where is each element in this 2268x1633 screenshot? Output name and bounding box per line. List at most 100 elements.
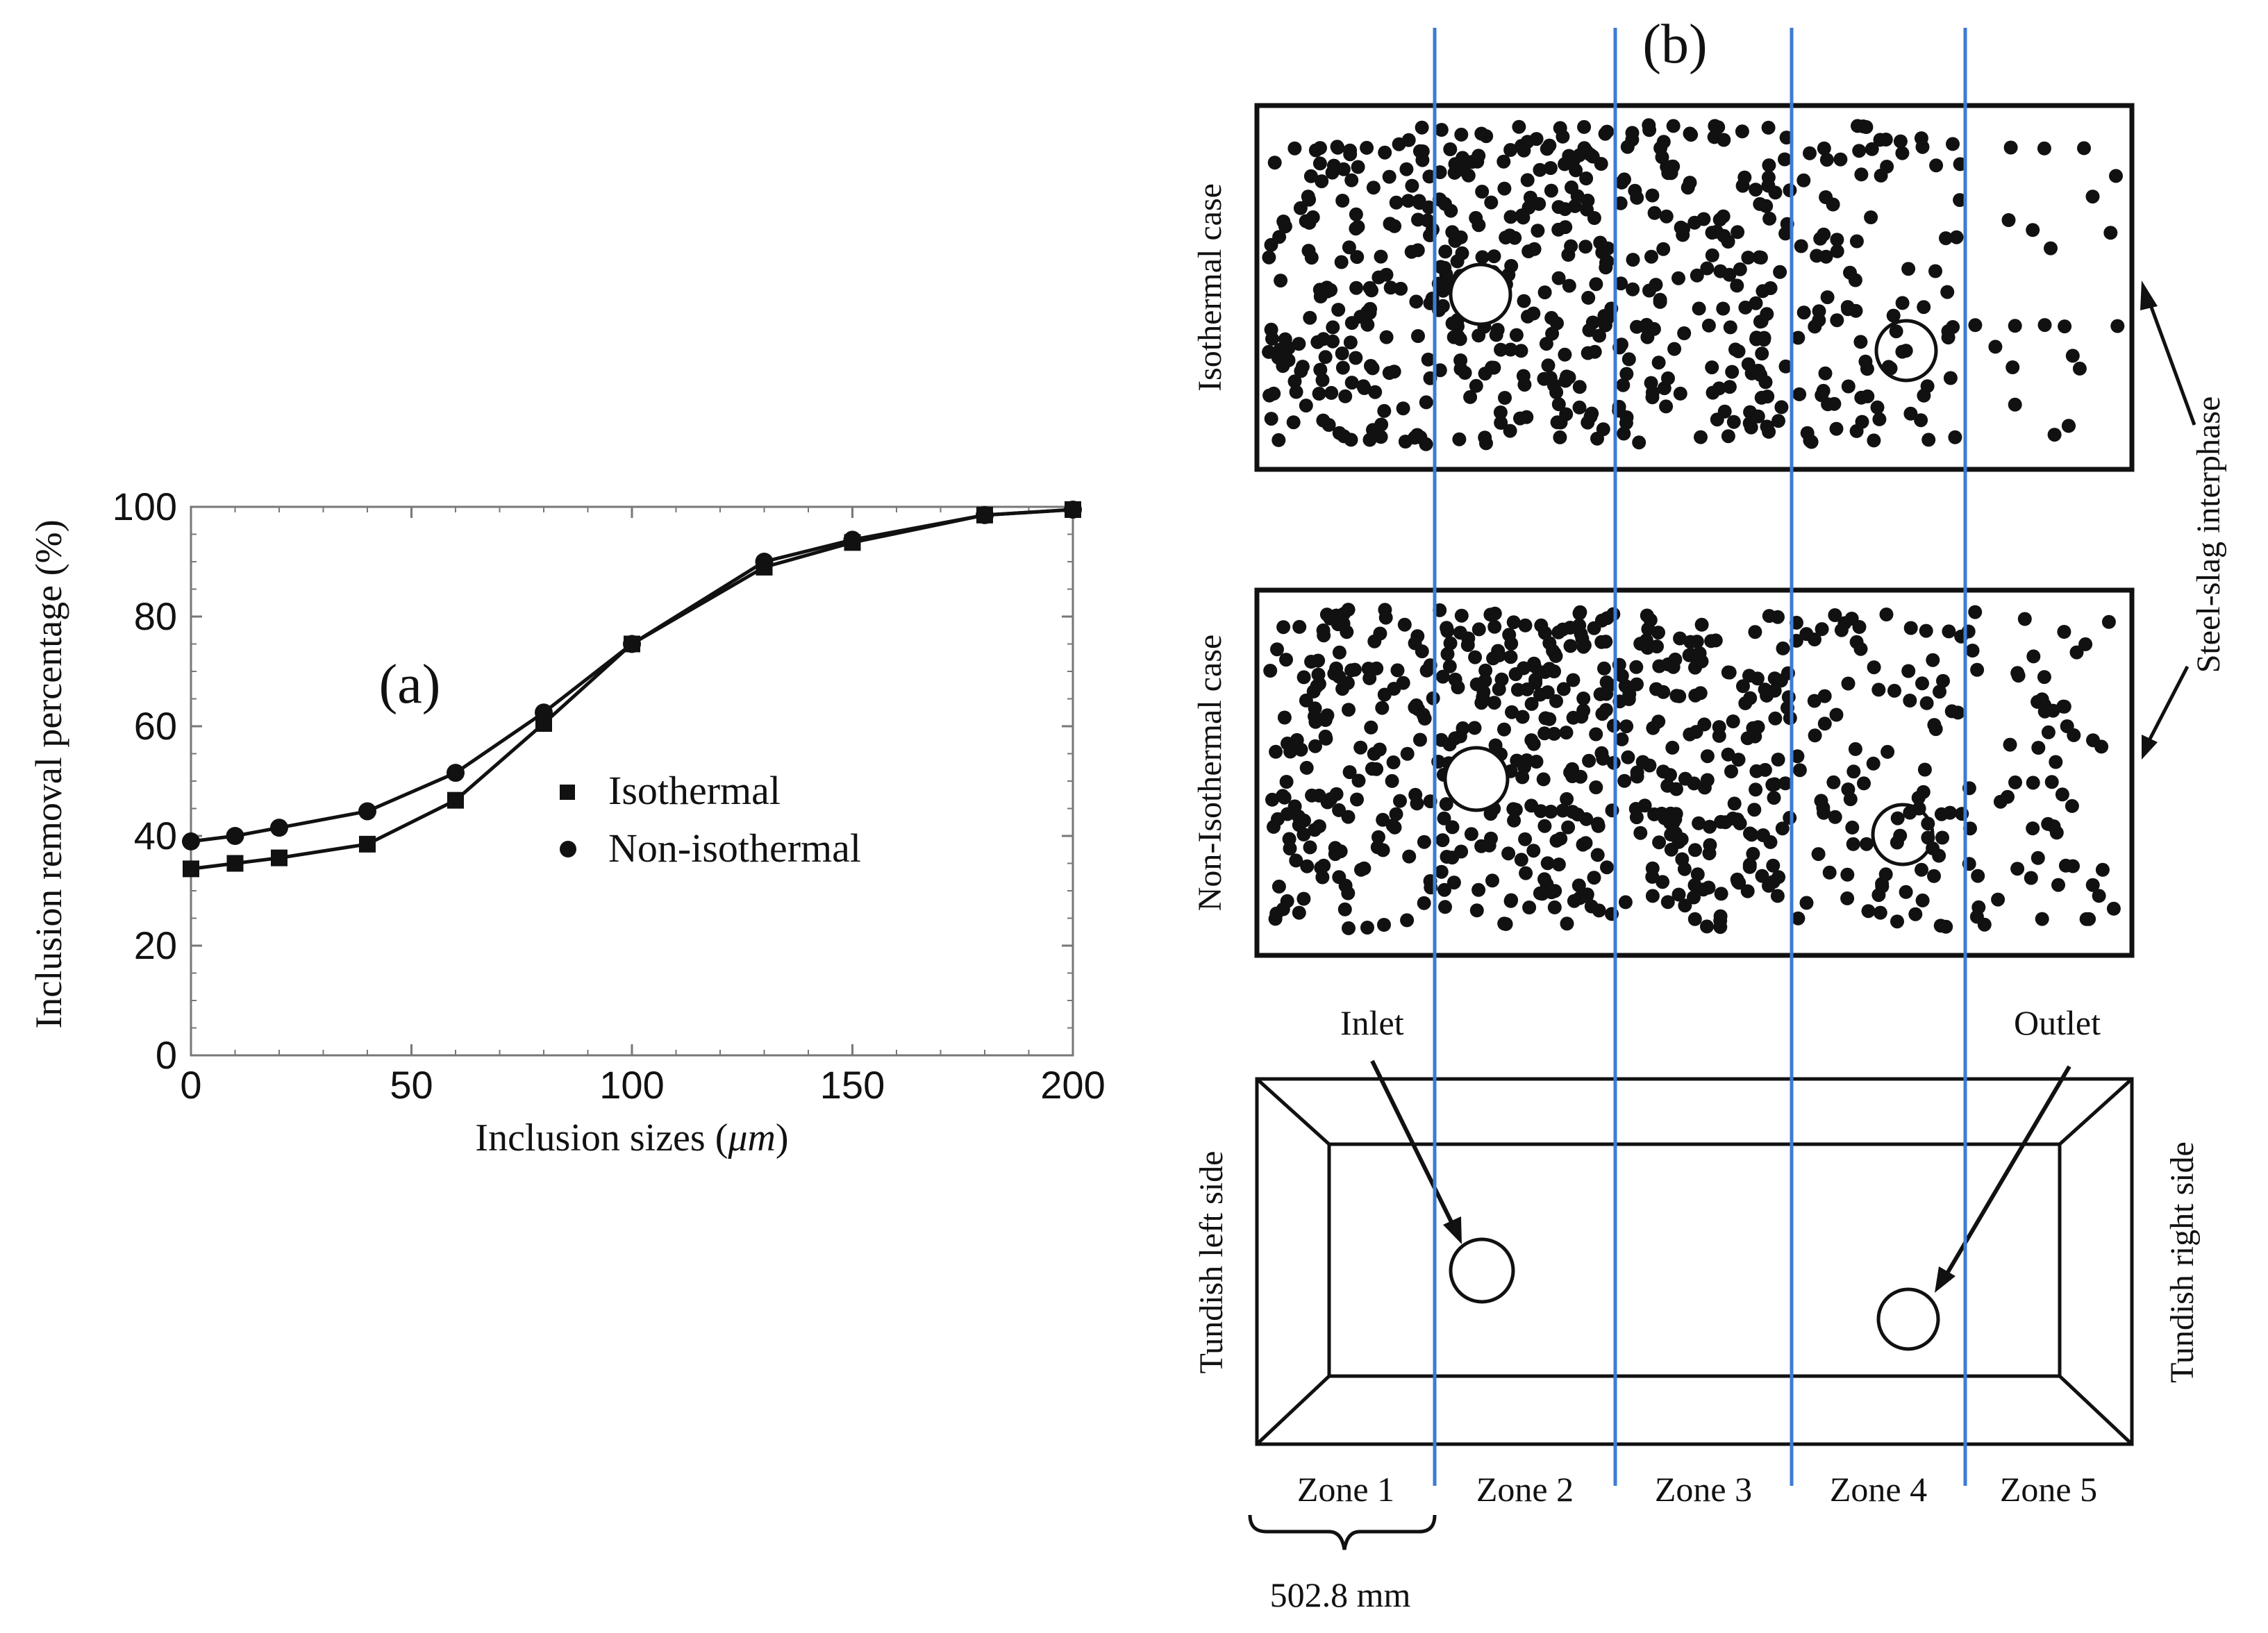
inclusion-dot (1542, 712, 1557, 726)
inclusion-dot (1574, 769, 1587, 784)
inclusion-dot (1681, 181, 1695, 195)
inclusion-dot (1581, 415, 1595, 430)
inclusion-dot (1349, 351, 1363, 365)
inclusion-dot (1356, 379, 1371, 394)
inclusion-dot (1579, 171, 1594, 185)
inclusion-dot (2008, 397, 2022, 412)
inclusion-dot (1812, 304, 1826, 319)
inclusion-dot (1736, 679, 1750, 694)
inclusion-dot (1377, 403, 1392, 418)
inclusion-dot (1651, 714, 1666, 729)
inclusion-dot (1324, 385, 1339, 400)
inclusion-dot (1615, 175, 1629, 190)
inclusion-dot (1332, 426, 1346, 440)
inclusion-dot (1943, 371, 1958, 385)
inclusion-dot (1735, 124, 1749, 139)
inclusion-dot (2026, 649, 2041, 664)
inclusion-dot (1337, 902, 1352, 916)
inclusion-dot (1506, 615, 1521, 630)
inclusion-dot (1615, 669, 1629, 683)
inclusion-dot (1545, 326, 1560, 341)
inclusion-dot (1501, 846, 1516, 861)
inclusion-dot (1741, 251, 1756, 265)
inclusion-dot (1445, 851, 1460, 865)
inclusion-dot (1549, 833, 1564, 848)
inclusion-dot (1313, 141, 1327, 156)
inclusion-dot (1550, 415, 1565, 430)
inclusion-dot (1551, 271, 1566, 285)
inclusion-dot (1437, 811, 1451, 826)
inclusion-dot (1578, 836, 1593, 851)
inclusion-dot (1690, 268, 1704, 283)
inclusion-dot (1692, 816, 1706, 830)
inclusion-dot (1520, 682, 1535, 696)
inclusion-dot (1396, 401, 1410, 416)
inclusion-dot (1415, 120, 1429, 135)
inclusion-dot (1513, 411, 1527, 426)
inclusion-dot (1669, 782, 1683, 796)
inclusion-dot (1551, 397, 1566, 412)
inclusion-dot (2067, 728, 2081, 742)
tundish-corner-bl (1256, 1375, 1331, 1446)
inclusion-dot (2031, 851, 2045, 865)
inclusion-dot (2026, 821, 2040, 836)
inclusion-dot (1341, 603, 1356, 617)
inclusion-dot (1365, 361, 1380, 376)
inclusion-dot (1550, 316, 1564, 330)
inclusion-dot (1524, 733, 1539, 748)
inclusion-dot (1344, 316, 1359, 330)
inclusion-dot (1737, 170, 1752, 185)
y-tick-label-1: 20 (134, 923, 177, 967)
inclusion-dot (1630, 190, 1644, 205)
inclusion-dot (1455, 246, 1469, 260)
inclusion-dot (1360, 140, 1374, 155)
inclusion-dot (1502, 628, 1517, 642)
inclusion-dot (1668, 812, 1683, 827)
inclusion-dot (1400, 746, 1415, 761)
inclusion-dot (1617, 773, 1632, 788)
inclusion-dot (1817, 141, 1831, 156)
inclusion-dot (1543, 161, 1558, 175)
inclusion-dot (1815, 388, 1829, 403)
legend-square-marker (560, 785, 575, 800)
inclusion-dot (2065, 349, 2080, 363)
inclusion-dot (1694, 617, 1709, 632)
inclusion-dot (1647, 206, 1662, 220)
inclusion-dot (1378, 610, 1393, 625)
inclusion-dot (1598, 126, 1612, 141)
inclusion-dot (1939, 231, 1953, 246)
inclusion-dot (1458, 366, 1472, 380)
inclusion-dot (1349, 221, 1363, 236)
inclusion-dot (1478, 663, 1493, 678)
inclusion-dot (1270, 642, 1284, 657)
inclusion-dot (1796, 173, 1811, 187)
inclusion-dot (1360, 305, 1375, 319)
inclusion-dot (1756, 284, 1770, 299)
inclusion-dot (1926, 653, 1940, 667)
inclusion-dot (1656, 135, 1671, 149)
inclusion-dot (1386, 755, 1401, 769)
inclusion-dot (1385, 773, 1399, 788)
inclusion-dot (1369, 762, 1384, 776)
inclusion-dot (1815, 622, 1829, 637)
inclusion-dot (1559, 726, 1574, 740)
inclusion-dot (1503, 894, 1518, 908)
inclusion-dot (1489, 328, 1503, 342)
inclusion-dot (1507, 813, 1521, 828)
legend: Isothermal Non-isothermal (560, 768, 861, 871)
inclusion-dot (1283, 841, 1297, 856)
inclusion-dot (1303, 169, 1318, 183)
inclusion-dot (1342, 765, 1357, 780)
inclusion-dot (1746, 846, 1760, 861)
inclusion-dot (1703, 838, 1717, 853)
point-non-isothermal (623, 635, 641, 653)
inclusion-dot (1968, 605, 1983, 619)
inclusion-dot (1629, 810, 1644, 825)
inclusion-dot (1537, 285, 1552, 300)
point-isothermal (226, 855, 244, 872)
inclusion-dot (1299, 760, 1314, 775)
inclusion-dot (1872, 412, 1887, 426)
inclusion-dot (1497, 722, 1511, 737)
inclusion-dot (1344, 173, 1359, 187)
inclusion-dot (1971, 869, 1985, 883)
